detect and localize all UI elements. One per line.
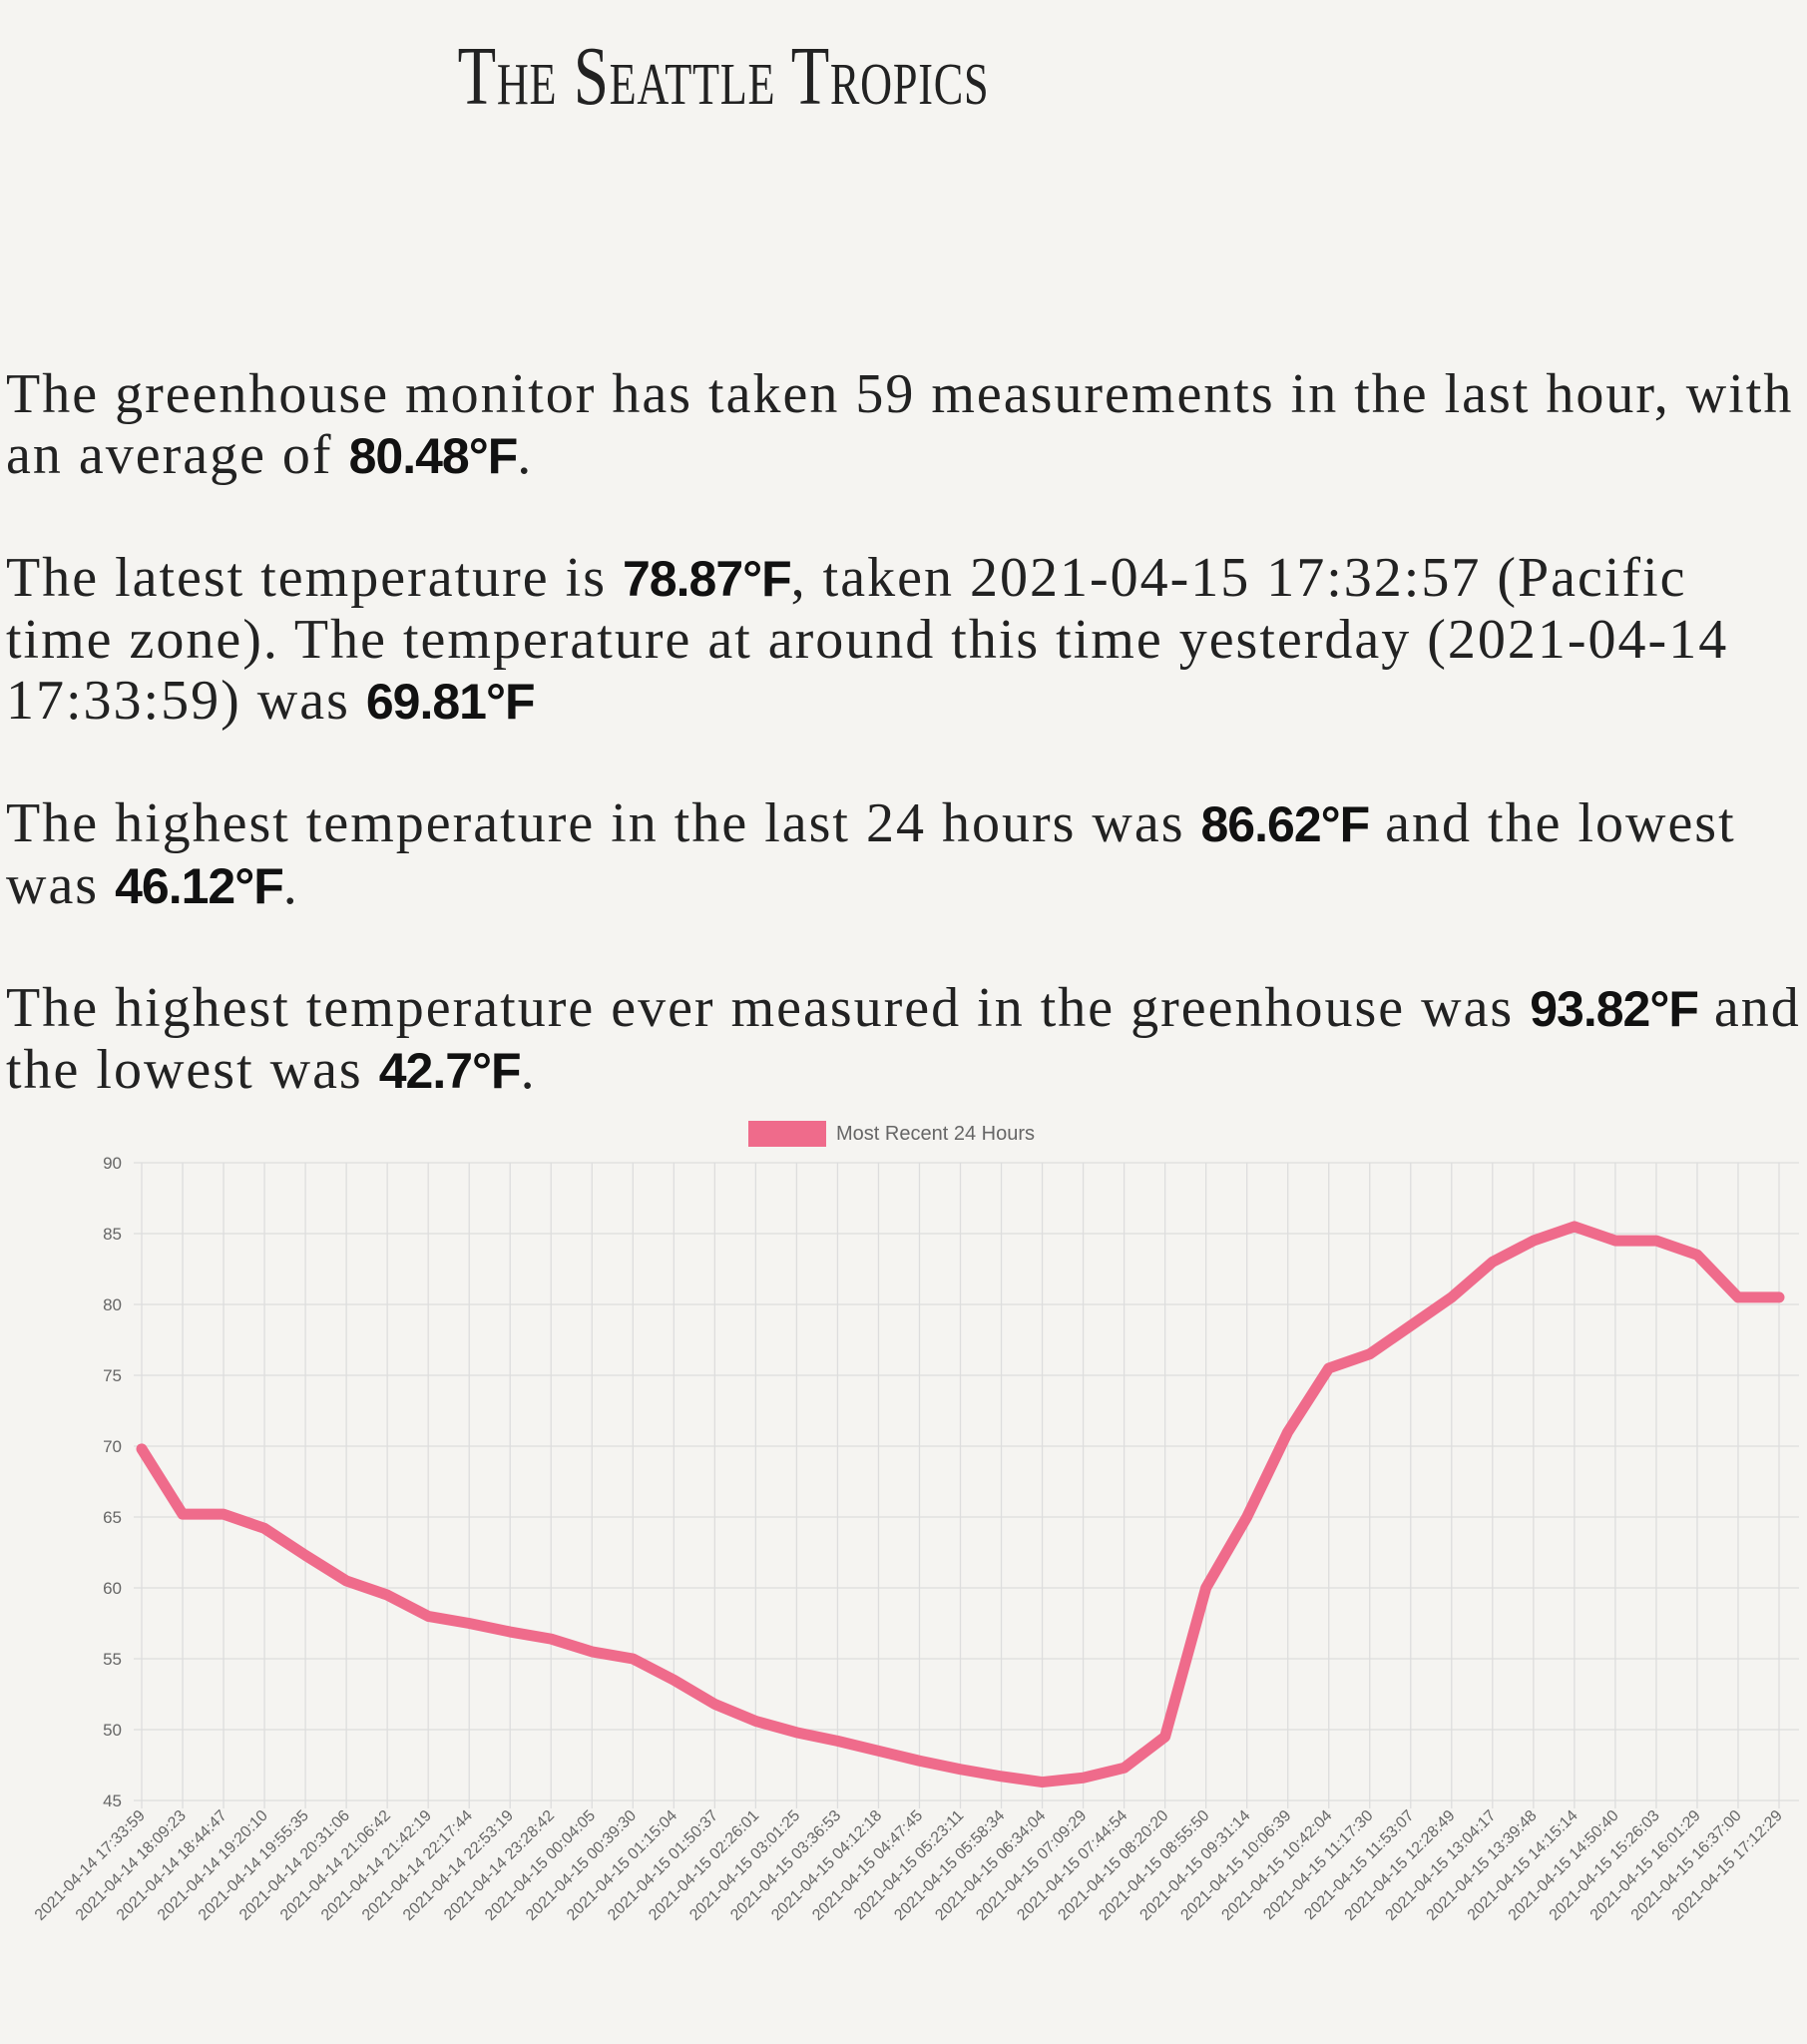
chart: Most Recent 24 Hours 45 50 55 60 65 70 75 80 85 90…	[32, 1121, 1799, 1924]
text: and the lowest was	[6, 977, 1801, 1101]
value: 69.81°F	[365, 674, 536, 730]
line	[136, 1221, 1785, 1788]
legend-swatch	[748, 1121, 826, 1147]
value: 46.12°F	[115, 858, 284, 914]
text: .	[517, 424, 534, 486]
text: The latest temperature is	[6, 547, 623, 609]
text: , taken 2021-04-15 17:32:57 (Pacific tim…	[6, 547, 1729, 732]
paragraph: The latest temperature is 78.87°F, taken…	[6, 548, 1802, 733]
text: .	[520, 1039, 537, 1101]
y-tick-label: 55	[103, 1650, 122, 1669]
value: 93.82°F	[1530, 981, 1699, 1037]
value: 80.48°F	[348, 428, 519, 484]
text: The greenhouse monitor has taken 59 meas…	[6, 363, 1794, 486]
paragraph: The highest temperature in the last 24 h…	[6, 793, 1802, 917]
value: 86.62°F	[1200, 796, 1371, 852]
paragraph: The greenhouse monitor has taken 59 meas…	[6, 364, 1802, 487]
legend-label: Most Recent 24 Hours	[836, 1123, 1035, 1145]
text: The highest temperature in the last 24 h…	[6, 792, 1201, 854]
y-tick-label: 70	[103, 1437, 122, 1456]
y-tick-label: 60	[103, 1579, 122, 1598]
y-tick-label: 85	[103, 1225, 122, 1244]
text: .	[282, 854, 299, 916]
text: and the lowest was	[6, 792, 1736, 916]
y-tick-label: 75	[103, 1366, 122, 1385]
paragraph: The highest temperature ever measured in…	[6, 978, 1802, 1102]
value: 42.7°F	[378, 1043, 522, 1099]
summary: The greenhouse monitor has taken 59 meas…	[6, 364, 1802, 1163]
y-tick-label: 45	[103, 1791, 122, 1810]
y-tick-label: 80	[103, 1295, 122, 1314]
y-tick-label: 90	[103, 1154, 122, 1173]
value: 78.87°F	[623, 551, 792, 607]
y-tick-label: 65	[103, 1508, 122, 1527]
y-tick-label: 50	[103, 1721, 122, 1740]
text: The highest temperature ever measured in…	[6, 977, 1531, 1039]
site-title: The Seattle Tropics	[457, 30, 990, 123]
